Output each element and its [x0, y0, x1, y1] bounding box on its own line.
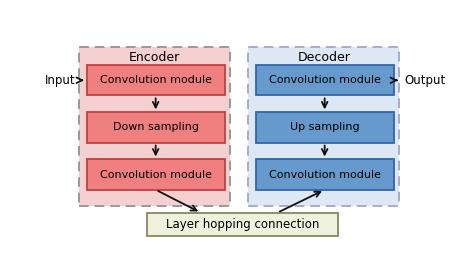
Text: Output: Output [405, 74, 446, 87]
FancyBboxPatch shape [147, 213, 338, 236]
FancyBboxPatch shape [87, 159, 225, 190]
Text: Down sampling: Down sampling [113, 122, 199, 132]
Text: Up sampling: Up sampling [290, 122, 359, 132]
FancyBboxPatch shape [80, 47, 230, 206]
FancyBboxPatch shape [87, 112, 225, 143]
FancyBboxPatch shape [256, 65, 393, 95]
FancyBboxPatch shape [87, 65, 225, 95]
Text: Convolution module: Convolution module [269, 169, 381, 180]
FancyBboxPatch shape [248, 47, 399, 206]
FancyBboxPatch shape [256, 112, 393, 143]
FancyBboxPatch shape [256, 159, 393, 190]
Text: Layer hopping connection: Layer hopping connection [166, 218, 319, 231]
Text: Decoder: Decoder [297, 51, 350, 64]
Text: Encoder: Encoder [129, 51, 181, 64]
Text: Convolution module: Convolution module [100, 75, 212, 85]
Text: Convolution module: Convolution module [100, 169, 212, 180]
Text: Input: Input [45, 74, 76, 87]
Text: Convolution module: Convolution module [269, 75, 381, 85]
